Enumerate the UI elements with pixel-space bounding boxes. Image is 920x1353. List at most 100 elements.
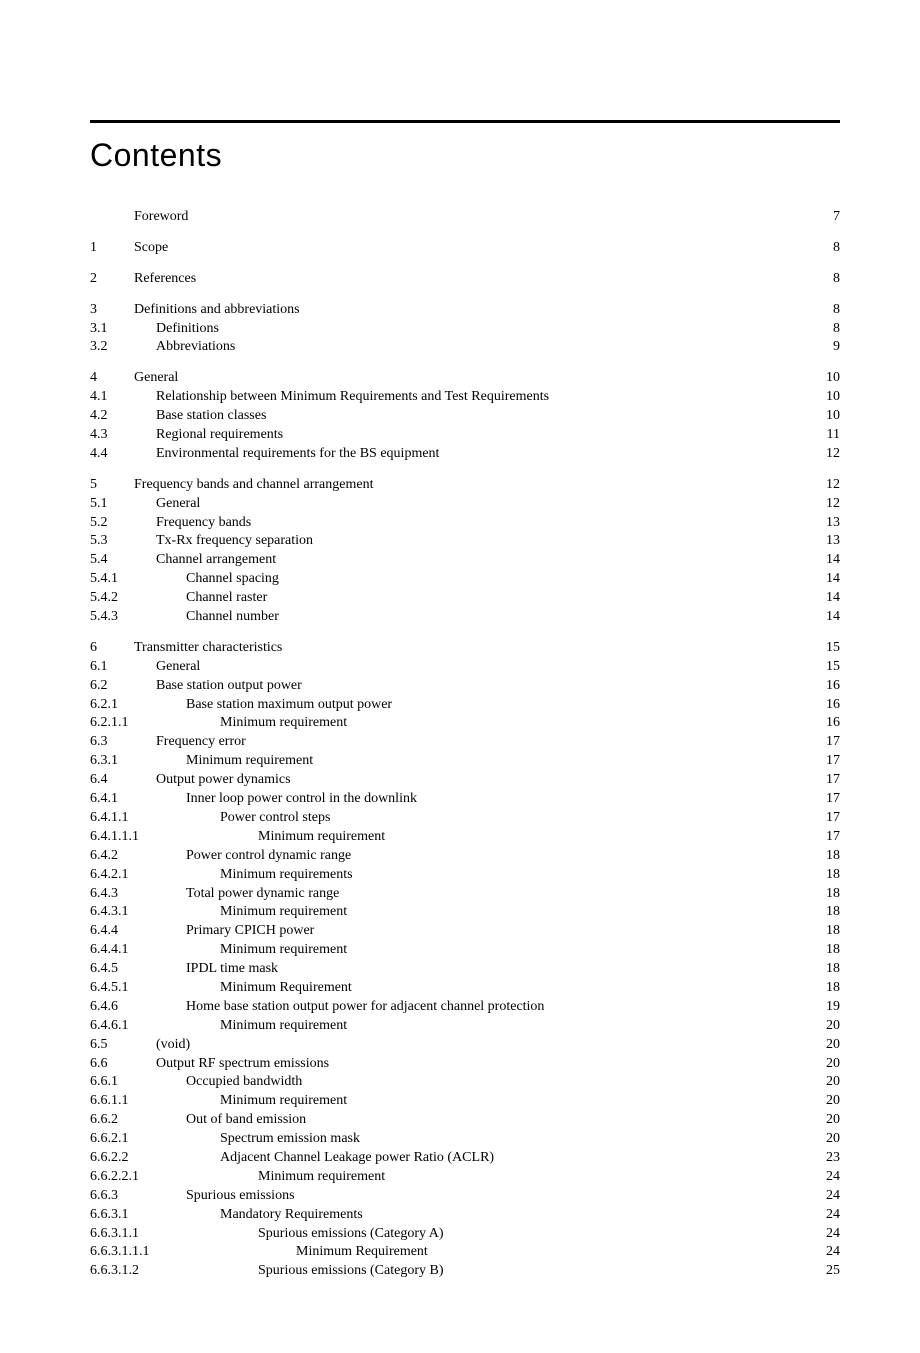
toc-title: Minimum requirement [154, 714, 347, 733]
toc-row: 6Transmitter characteristics15 [90, 639, 840, 658]
toc-row: 6.4.3.1Minimum requirement18 [90, 903, 840, 922]
toc-title: Spectrum emission mask [154, 1130, 360, 1149]
toc-number: 5.1 [90, 495, 134, 514]
toc-row: 6.4.6Home base station output power for … [90, 998, 840, 1017]
toc-number: 6.2 [90, 677, 134, 696]
toc-title: Occupied bandwidth [142, 1073, 302, 1092]
toc-page-number: 11 [825, 426, 840, 445]
top-rule [90, 120, 840, 123]
toc-number: 6.6.1 [90, 1073, 142, 1092]
toc-number: 2 [90, 270, 134, 289]
toc-number: 6.6.2.2 [90, 1149, 154, 1168]
toc-row: 6.6.3.1Mandatory Requirements24 [90, 1206, 840, 1225]
toc-row: 6.3Frequency error17 [90, 733, 840, 752]
table-of-contents: Foreword7 1Scope8 2References 8 3Definitions… [90, 208, 840, 1281]
toc-title: IPDL time mask [142, 960, 278, 979]
toc-number: 6.4.4.1 [90, 941, 154, 960]
toc-title: Environmental requirements for the BS eq… [134, 445, 439, 464]
toc-row: 5.4.2Channel raster14 [90, 589, 840, 608]
toc-page-number: 24 [824, 1225, 840, 1244]
toc-row: 6.2.1Base station maximum output power16 [90, 696, 840, 715]
toc-number: 6.4.5.1 [90, 979, 154, 998]
toc-row: 3Definitions and abbreviations8 [90, 301, 840, 320]
toc-title: Base station classes [134, 407, 266, 426]
toc-page-number: 20 [824, 1111, 840, 1130]
toc-number: 6.5 [90, 1036, 134, 1055]
toc-title: Spurious emissions (Category B) [170, 1262, 444, 1281]
toc-page-number: 20 [824, 1130, 840, 1149]
toc-number: 6.4.5 [90, 960, 142, 979]
toc-number: 6.6.2 [90, 1111, 142, 1130]
toc-number: 6.3 [90, 733, 134, 752]
toc-row: 4.3Regional requirements11 [90, 426, 840, 445]
toc-number: 6.4.3.1 [90, 903, 154, 922]
toc-row: 6.4Output power dynamics17 [90, 771, 840, 790]
toc-title: Total power dynamic range [142, 885, 339, 904]
toc-page-number: 20 [824, 1073, 840, 1092]
toc-row: 6.3.1Minimum requirement17 [90, 752, 840, 771]
toc-title: Output power dynamics [134, 771, 291, 790]
toc-number: 5.3 [90, 532, 134, 551]
toc-number: 6.6.1.1 [90, 1092, 154, 1111]
toc-title: Base station output power [134, 677, 302, 696]
toc-group: 1Scope8 [90, 239, 840, 258]
toc-title: Minimum requirement [142, 752, 313, 771]
toc-row: 6.2.1.1Minimum requirement16 [90, 714, 840, 733]
toc-row: 4.1Relationship between Minimum Requirem… [90, 388, 840, 407]
toc-page-number: 25 [824, 1262, 840, 1281]
toc-title: Channel spacing [142, 570, 279, 589]
toc-number: 4.1 [90, 388, 134, 407]
toc-group: 5Frequency bands and channel arrangement… [90, 476, 840, 627]
toc-page-number: 20 [824, 1017, 840, 1036]
toc-number: 1 [90, 239, 134, 258]
toc-title: General [134, 369, 178, 388]
toc-page-number: 18 [824, 941, 840, 960]
toc-row: 5.1General12 [90, 495, 840, 514]
toc-number: 3.1 [90, 320, 134, 339]
toc-page-number: 8 [831, 270, 840, 289]
toc-title: Minimum requirements [154, 866, 353, 885]
toc-page-number: 14 [824, 589, 840, 608]
toc-page-number: 17 [824, 752, 840, 771]
toc-row: 6.6.3Spurious emissions24 [90, 1187, 840, 1206]
contents-heading: Contents [90, 137, 840, 174]
toc-title: Minimum requirement [154, 1092, 347, 1111]
toc-page-number: 18 [824, 960, 840, 979]
toc-page-number: 14 [824, 608, 840, 627]
toc-row: 6.6.3.1.1Spurious emissions (Category A)… [90, 1225, 840, 1244]
toc-page-number: 18 [824, 847, 840, 866]
toc-number: 6.1 [90, 658, 134, 677]
toc-number: 6.6 [90, 1055, 134, 1074]
toc-row: 6.4.2Power control dynamic range18 [90, 847, 840, 866]
toc-number: 5.4 [90, 551, 134, 570]
toc-row: 6.4.5.1Minimum Requirement18 [90, 979, 840, 998]
toc-title: General [134, 495, 200, 514]
toc-page-number: 24 [824, 1168, 840, 1187]
toc-row: 6.4.1.1.1Minimum requirement17 [90, 828, 840, 847]
toc-number: 6.4.2.1 [90, 866, 154, 885]
toc-number: 6.6.3.1.1 [90, 1225, 170, 1244]
toc-number: 6.4.1.1 [90, 809, 154, 828]
toc-page-number: 17 [824, 790, 840, 809]
toc-page-number: 8 [831, 239, 840, 258]
toc-row: 6.2Base station output power16 [90, 677, 840, 696]
toc-number: 4 [90, 369, 134, 388]
toc-page-number: 18 [824, 922, 840, 941]
toc-number: 4.4 [90, 445, 134, 464]
toc-title: Minimum requirement [170, 1168, 385, 1187]
toc-title: Mandatory Requirements [154, 1206, 363, 1225]
toc-row: 6.4.1Inner loop power control in the dow… [90, 790, 840, 809]
toc-number: 6.4.6.1 [90, 1017, 154, 1036]
toc-title: Frequency bands and channel arrangement [134, 476, 373, 495]
toc-number: 5.4.3 [90, 608, 142, 627]
toc-page-number: 20 [824, 1036, 840, 1055]
toc-page-number: 10 [824, 388, 840, 407]
toc-page-number: 16 [824, 696, 840, 715]
toc-title: References [134, 270, 196, 289]
toc-title: General [134, 658, 200, 677]
toc-row: 5.4.1Channel spacing14 [90, 570, 840, 589]
toc-row: 6.4.3Total power dynamic range18 [90, 885, 840, 904]
toc-row: 3.2Abbreviations9 [90, 338, 840, 357]
toc-group: Foreword7 [90, 208, 840, 227]
toc-row: 6.6.2.2.1Minimum requirement24 [90, 1168, 840, 1187]
